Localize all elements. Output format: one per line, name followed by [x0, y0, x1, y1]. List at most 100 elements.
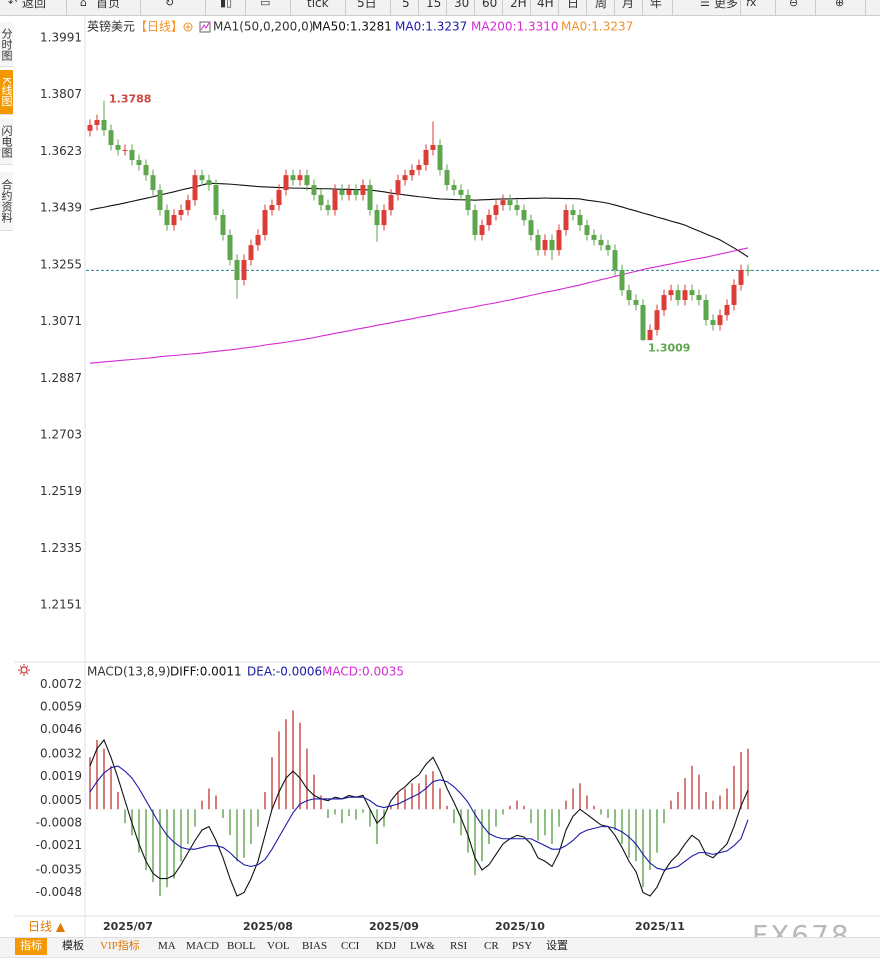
candle-body [283, 175, 289, 190]
toolbar-separator [530, 0, 531, 15]
toolbar-button[interactable]: 周 [595, 0, 608, 10]
macd-bar [334, 809, 336, 815]
candle-body [311, 185, 317, 195]
candle-body [164, 210, 170, 226]
toolbar-button[interactable]: 5日 [357, 0, 377, 10]
macd-bar [530, 809, 532, 824]
bottom-tab[interactable]: RSI [450, 940, 468, 952]
candle-body [647, 329, 653, 341]
candle-body [486, 214, 492, 226]
toolbar-icon[interactable]: ↻ [165, 0, 175, 9]
y-tick-label: 0.0032 [40, 746, 82, 760]
bottom-tab[interactable]: 设置 [546, 940, 568, 952]
macd-bar [180, 809, 182, 862]
toolbar-button[interactable]: 返回 [22, 0, 47, 10]
y-tick-label: 1.2703 [40, 428, 82, 442]
macd-bar [537, 809, 539, 841]
indicator-title: MACD(13,8,9) [87, 665, 171, 679]
candle-body [87, 124, 93, 131]
candle-body [304, 175, 310, 186]
macd-bar [502, 809, 504, 815]
candle-body [157, 189, 163, 211]
toolbar-button[interactable]: 首页 [96, 0, 121, 10]
toolbar-button[interactable]: 60 [482, 0, 498, 10]
macd-bar [243, 809, 245, 858]
bottom-tab[interactable]: CR [484, 940, 499, 952]
candle-body [661, 295, 667, 311]
toolbar-icon[interactable]: ⊖ [789, 0, 799, 9]
candle-body [325, 205, 331, 211]
toolbar-icon[interactable]: ↶ [8, 0, 18, 9]
macd-bar [747, 748, 749, 810]
candle-body [563, 210, 569, 231]
sidebar-tab[interactable]: 合约资料 [0, 172, 13, 231]
bottom-tab[interactable]: BOLL [227, 940, 256, 952]
bottom-tab[interactable]: LW& [410, 940, 435, 952]
toolbar-button[interactable]: 年 [650, 0, 663, 10]
bottom-tab[interactable]: CCI [341, 940, 360, 952]
toolbar-button[interactable]: 2H [510, 0, 527, 10]
bottom-tab[interactable]: VOL [267, 940, 290, 952]
legend-entry: MACD:0.0035 [322, 665, 404, 679]
bottom-tab[interactable]: KDJ [376, 940, 397, 952]
sidebar-tab[interactable]: K线图 [0, 70, 13, 115]
toolbar-button[interactable]: 日 [567, 0, 580, 10]
toolbar-separator [740, 0, 741, 15]
toolbar-icon[interactable]: ⊕ [835, 0, 845, 9]
candle-body [353, 189, 359, 195]
toolbar-separator [446, 0, 447, 15]
toolbar-button[interactable]: tick [307, 0, 329, 10]
bottom-tab[interactable]: 模板 [62, 940, 84, 952]
toolbar-separator [418, 0, 419, 15]
macd-bar [173, 809, 175, 879]
candle-body [339, 189, 345, 195]
macd-bar [719, 795, 721, 810]
sidebar-tab[interactable]: 分时图 [0, 22, 13, 67]
toolbar-button[interactable]: 5 [402, 0, 410, 10]
macd-bar [236, 809, 238, 862]
y-tick-label: -0.0021 [36, 838, 82, 852]
toolbar-button[interactable]: 更多 [714, 0, 739, 10]
bottom-tab[interactable]: PSY [512, 940, 533, 952]
sidebar-tab[interactable]: 闪电图 [0, 118, 13, 165]
legend-entry: DIFF:0.0011 [170, 665, 242, 679]
macd-settings-icon[interactable] [18, 664, 30, 676]
macd-bar [418, 783, 420, 810]
candle-body [591, 234, 597, 240]
y-tick-label: 1.2151 [40, 598, 82, 612]
candle-body [234, 259, 240, 280]
macd-bar [698, 774, 700, 810]
chart-title: 英镑美元 [87, 19, 135, 34]
bottom-tab[interactable]: BIAS [302, 940, 328, 952]
candle-body [241, 259, 247, 280]
candle-body [584, 225, 590, 235]
macd-bar [208, 788, 210, 810]
bottom-tab[interactable]: MACD [186, 940, 220, 952]
toolbar-icon[interactable]: ☰ [700, 0, 710, 9]
macd-bar [523, 805, 525, 810]
toolbar-icon[interactable]: ▮▯ [220, 0, 233, 9]
toolbar-icon[interactable]: fx [746, 0, 757, 9]
macd-bar [110, 765, 112, 810]
bottom-tab[interactable]: 指标 [15, 938, 47, 955]
add-icon[interactable] [183, 22, 193, 32]
macd-bar [677, 791, 679, 810]
toolbar-icon[interactable]: ⌂ [80, 0, 87, 9]
candle-body [171, 214, 177, 226]
toolbar-icon[interactable]: ▭ [260, 0, 271, 9]
ma-icon[interactable] [199, 21, 211, 33]
toolbar-button[interactable]: 30 [454, 0, 470, 10]
macd-bar [166, 809, 168, 888]
macd-bar [649, 809, 651, 870]
bottom-tab[interactable]: MA [158, 940, 176, 952]
macd-bar [446, 805, 448, 810]
candle-body [150, 175, 156, 190]
toolbar-button[interactable]: 月 [622, 0, 635, 10]
candle-body [493, 205, 499, 215]
bottom-tab[interactable]: VIP指标 [100, 940, 140, 952]
macd-bar [432, 771, 434, 810]
toolbar-button[interactable]: 4H [537, 0, 554, 10]
chart-subtitle: 【日线】 [135, 20, 183, 34]
toolbar-button[interactable]: 15 [426, 0, 442, 10]
macd-bar [138, 809, 140, 853]
